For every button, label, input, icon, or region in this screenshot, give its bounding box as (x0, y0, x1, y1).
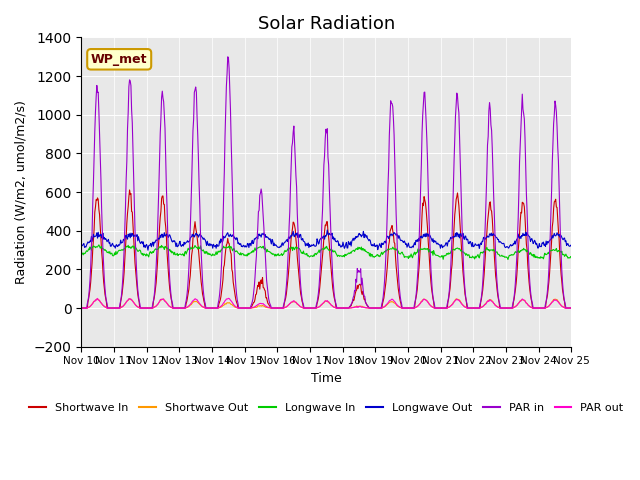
Text: WP_met: WP_met (91, 53, 147, 66)
X-axis label: Time: Time (311, 372, 342, 385)
Legend: Shortwave In, Shortwave Out, Longwave In, Longwave Out, PAR in, PAR out: Shortwave In, Shortwave Out, Longwave In… (24, 399, 628, 418)
Title: Solar Radiation: Solar Radiation (258, 15, 395, 33)
Y-axis label: Radiation (W/m2, umol/m2/s): Radiation (W/m2, umol/m2/s) (15, 100, 28, 284)
